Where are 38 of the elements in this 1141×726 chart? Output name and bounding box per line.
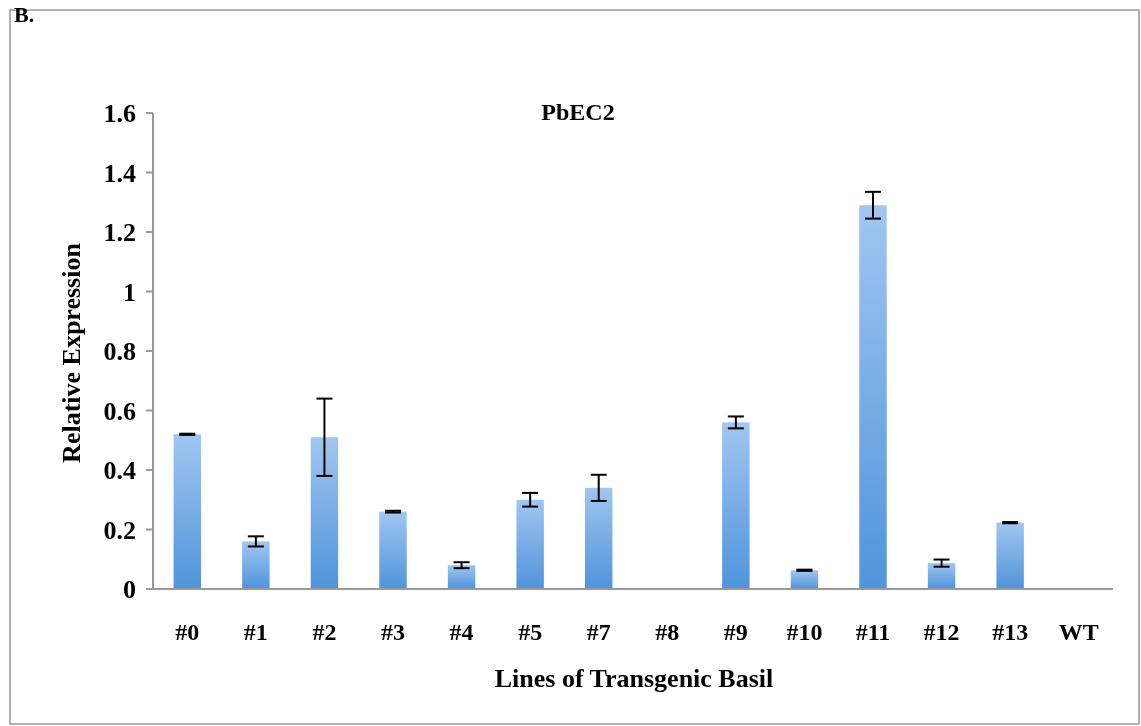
y-tick-label: 1.2 (103, 218, 136, 248)
y-tick-label: 0 (123, 575, 136, 605)
y-tick-label: 0.6 (103, 396, 136, 426)
x-tick-label: #13 (992, 619, 1029, 645)
bar (379, 511, 407, 589)
x-tick-label: #9 (723, 619, 748, 645)
y-axis-title: Relative Expression (57, 242, 86, 463)
bar (516, 499, 544, 589)
x-tick-label: #0 (175, 619, 200, 645)
bar (722, 422, 750, 589)
x-tick-label: #5 (518, 619, 543, 645)
bar (585, 487, 613, 589)
bar (310, 437, 339, 589)
bar (447, 565, 476, 589)
bar (996, 522, 1024, 589)
x-tick-label: #3 (381, 619, 405, 645)
bar (859, 205, 887, 589)
x-tick-label: #4 (449, 619, 474, 645)
bar (927, 563, 956, 589)
x-tick-label: #8 (655, 619, 680, 645)
y-tick-label: 1 (123, 277, 136, 307)
x-tick-label: #12 (923, 619, 960, 645)
y-tick-label: 0.4 (103, 456, 136, 486)
x-tick-label: #11 (855, 619, 891, 645)
y-tick-label: 1.6 (103, 99, 136, 129)
x-tick-label: #7 (586, 619, 611, 645)
y-tick-label: 0.2 (103, 515, 136, 545)
y-tick-label: 1.4 (103, 158, 136, 188)
bar (242, 541, 270, 589)
bar (173, 434, 201, 589)
x-tick-label: WT (1058, 619, 1099, 645)
chart-title: PbEC2 (541, 99, 615, 125)
text: B. (14, 2, 35, 27)
x-axis-title: Lines of Transgenic Basil (494, 664, 774, 693)
x-tick-label: #2 (312, 619, 337, 645)
x-tick-label: #10 (786, 619, 823, 645)
x-tick-label: #1 (243, 619, 268, 645)
y-tick-label: 0.8 (103, 337, 136, 367)
